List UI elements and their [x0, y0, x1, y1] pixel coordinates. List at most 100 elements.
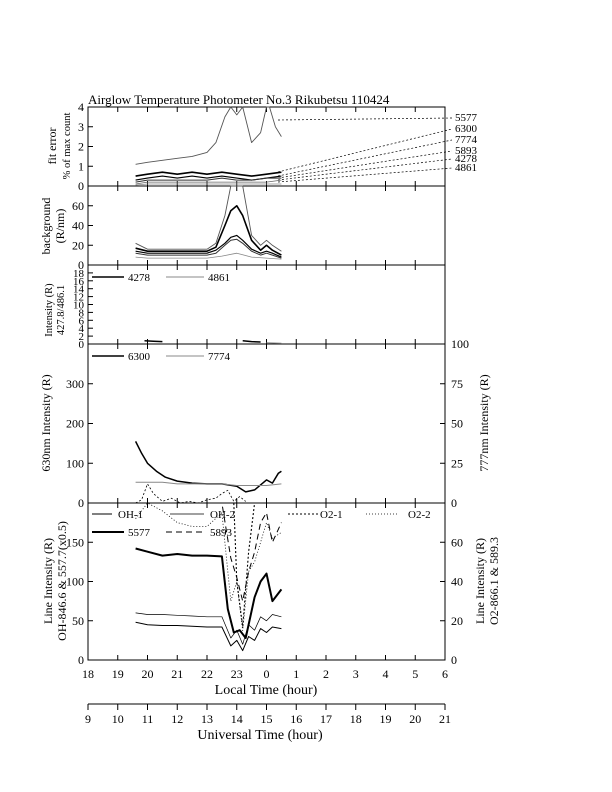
x-tick-label-local: 3 — [353, 667, 359, 681]
legend-5893: 5893 — [210, 527, 233, 539]
series-blue-4278 — [144, 340, 163, 343]
x-tick-label-ut: 9 — [85, 712, 91, 726]
fit-ylabel: fit error % of max count — [45, 113, 73, 180]
svg-text:% of max count: % of max count — [62, 113, 73, 180]
series-blue-4278 — [242, 340, 261, 343]
x-tick-label-local: 22 — [201, 667, 213, 681]
x-tick-label-ut: 14 — [231, 712, 243, 726]
series-fit-trace5 — [135, 179, 282, 185]
svg-text:Line Intensity (R): Line Intensity (R) — [473, 538, 487, 624]
x-tick-label-ut: 20 — [409, 712, 421, 726]
red-ylabel-left: 630nm Intensity (R) — [39, 374, 53, 471]
series-fit-trace1 — [135, 106, 282, 165]
y-tick-label: 60 — [72, 199, 84, 213]
x-tick-label-ut: 16 — [290, 712, 302, 726]
fit-connector-line — [277, 117, 453, 121]
series-line-o2-1 — [221, 502, 282, 628]
fit-connector-line — [277, 150, 453, 179]
legend-o2-1: O2-1 — [320, 509, 343, 521]
x-tick-label-local: 21 — [171, 667, 183, 681]
series-fit-trace4 — [135, 177, 282, 183]
series-fit-trace6 — [135, 183, 282, 186]
y-tick-label: 20 — [451, 614, 463, 628]
x-tick-label-local: 1 — [293, 667, 299, 681]
x-tick-label-ut: 10 — [112, 712, 124, 726]
fit-right-labels: 5577 6300 7774 5893 4278 4861 — [455, 112, 478, 174]
y-tick-label: 40 — [72, 219, 84, 233]
fit-connector-line — [277, 158, 453, 181]
x-tick-label-local: 4 — [383, 667, 389, 681]
series-line-o2-2 — [135, 502, 282, 631]
series-background-trace4 — [135, 238, 282, 259]
fit-label-6300: 6300 — [455, 123, 478, 135]
y-tick-label: 75 — [451, 377, 463, 391]
y-tick-label: 18 — [73, 268, 85, 280]
legend-5577: 5577 — [128, 527, 151, 539]
y-tick-label: 0 — [78, 496, 84, 510]
blue-ylabel: Intensity (R) 427.8/486.1 — [44, 283, 67, 337]
x-tick-label-ut: 21 — [439, 712, 451, 726]
x-tick-label-local: 20 — [142, 667, 154, 681]
x-tick-label-ut: 17 — [320, 712, 332, 726]
legend-oh2: OH-2 — [210, 509, 235, 521]
y-tick-label: 2 — [79, 331, 85, 343]
y-tick-label: 12 — [73, 292, 84, 304]
red-ylabel-right: 777nm Intensity (R) — [477, 374, 491, 471]
series-fit-trace2 — [135, 171, 282, 177]
y-tick-label: 25 — [451, 456, 463, 470]
background-ylabel: background (R/nm) — [39, 198, 67, 255]
x-tick-label-local: 6 — [442, 667, 448, 681]
series-red-trace3 — [135, 483, 246, 504]
svg-text:(R/nm): (R/nm) — [53, 209, 67, 244]
y-tick-label: 100 — [451, 337, 469, 351]
x-tick-label-local: 0 — [264, 667, 270, 681]
y-tick-label: 0 — [78, 653, 84, 667]
x-tick-label-ut: 11 — [142, 712, 154, 726]
svg-text:Intensity (R): Intensity (R) — [44, 283, 55, 337]
series-background-trace3 — [135, 234, 282, 258]
fit-label-4278: 4278 — [455, 153, 478, 165]
line-ylabel-right: Line Intensity (R) O2-866.1 & 589.3 — [473, 537, 501, 625]
chart-title: Airglow Temperature Photometer No.3 Riku… — [88, 92, 390, 107]
y-tick-label: 50 — [72, 614, 84, 628]
x-tick-label-local: 5 — [412, 667, 418, 681]
chart-marks: 1891910201121122213231401511621731841952… — [66, 100, 469, 726]
series-line-5893 — [135, 502, 282, 602]
fit-label-4861: 4861 — [455, 162, 477, 174]
y-tick-label: 4 — [78, 100, 84, 114]
blue-legend: 4278 4861 — [92, 272, 230, 284]
legend-oh1: OH-1 — [118, 509, 143, 521]
y-tick-label: 8 — [79, 307, 85, 319]
svg-text:Line Intensity (R): Line Intensity (R) — [41, 538, 55, 624]
ut-time-label: Universal Time (hour) — [197, 728, 323, 743]
y-tick-label: 300 — [66, 377, 84, 391]
y-tick-label: 10 — [73, 300, 85, 312]
x-tick-label-ut: 12 — [171, 712, 183, 726]
fit-connector-line — [277, 128, 453, 173]
legend-4861: 4861 — [208, 272, 230, 284]
y-tick-label: 100 — [66, 456, 84, 470]
series-line-oh-2 — [135, 612, 282, 645]
x-tick-label-local: 23 — [231, 667, 243, 681]
fit-label-5577: 5577 — [455, 112, 478, 124]
series-background-trace5 — [135, 252, 282, 260]
x-tick-label-ut: 19 — [380, 712, 392, 726]
y-tick-label: 100 — [66, 575, 84, 589]
y-tick-label: 50 — [451, 417, 463, 431]
legend-o2-2: O2-2 — [408, 509, 431, 521]
red-legend: 6300 7774 — [92, 351, 231, 363]
series-background-trace2 — [135, 205, 282, 256]
x-tick-label-ut: 18 — [350, 712, 362, 726]
y-tick-label: 6 — [79, 315, 85, 327]
y-tick-label: 1 — [78, 159, 84, 173]
series-background-trace1 — [135, 185, 282, 252]
svg-text:background: background — [39, 198, 53, 255]
fit-label-7774: 7774 — [455, 134, 478, 146]
svg-text:OH-846.6 & 557.7(x0.5): OH-846.6 & 557.7(x0.5) — [55, 521, 69, 641]
legend-4278: 4278 — [128, 272, 151, 284]
fit-label-5893: 5893 — [455, 145, 478, 157]
y-tick-label: 0 — [451, 496, 457, 510]
svg-text:fit error: fit error — [45, 128, 59, 165]
y-tick-label: 3 — [78, 120, 84, 134]
